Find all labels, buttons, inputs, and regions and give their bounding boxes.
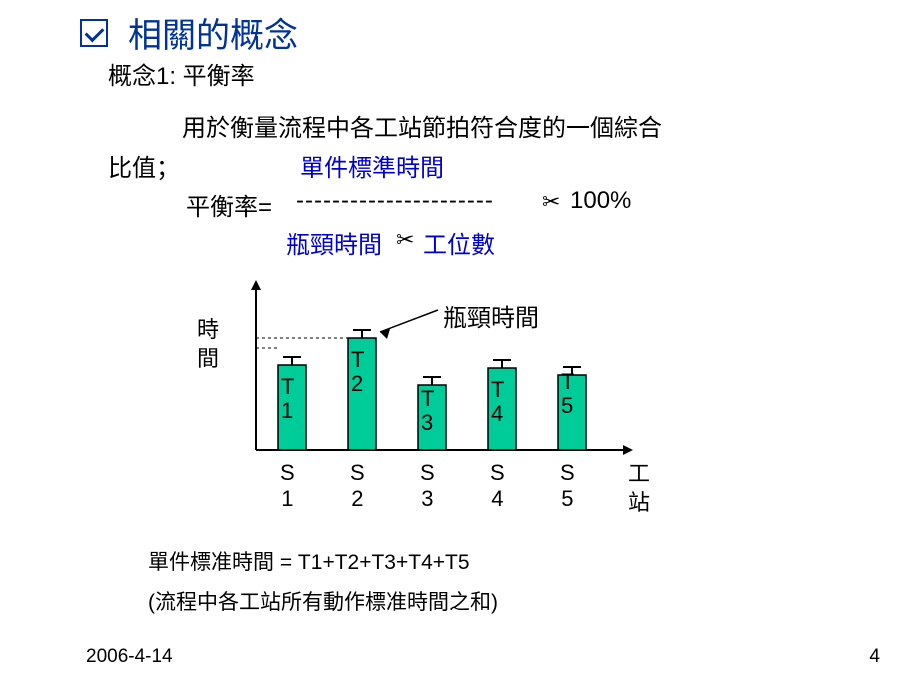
checkbox-icon [80,19,108,47]
slide-title: 相關的概念 [128,8,298,57]
formula-equals: 平衡率= [186,187,272,222]
bottleneck-label: 瓶頸時間 [443,298,539,333]
bar-label-T1: T1 [281,375,305,423]
chart-y-axis-label: 時間 [197,316,221,373]
formula-numerator: 單件標準時間 [300,148,444,183]
description-line-1: 用於衡量流程中各工站節拍符合度的一個綜合 [182,108,662,143]
slide-header: 相關的概念 [80,8,298,57]
concept-label: 概念1: 平衡率 [108,56,255,91]
x-label-S2: S2 [350,460,365,513]
formula-divider: ---------------------- [296,187,494,215]
bar-label-T5: T5 [561,370,585,418]
footer-page: 4 [869,646,880,668]
x-label-S1: S1 [280,460,295,513]
formula-link-icon-2: ✂ [396,227,414,253]
formula-denominator-1: 瓶頸時間 [286,225,382,260]
formula-denominator-2: 工位數 [423,225,495,260]
footnote-1: 單件標准時間 = T1+T2+T3+T4+T5 [148,546,470,576]
formula-percent: 100% [570,187,631,215]
bar-label-T3: T3 [421,387,445,435]
bar-label-T4: T4 [491,378,515,426]
x-label-S5: S5 [560,460,575,513]
chart-x-axis-label: 工站 [628,460,652,517]
footer-date: 2006-4-14 [86,646,173,668]
x-label-S3: S3 [420,460,435,513]
bar-label-T2: T2 [351,348,375,396]
formula-link-icon-1: ✂ [542,189,560,215]
description-line-2: 比值； [108,148,180,183]
x-label-S4: S4 [490,460,505,513]
footnote-2: (流程中各工站所有動作標准時間之和) [148,586,498,616]
